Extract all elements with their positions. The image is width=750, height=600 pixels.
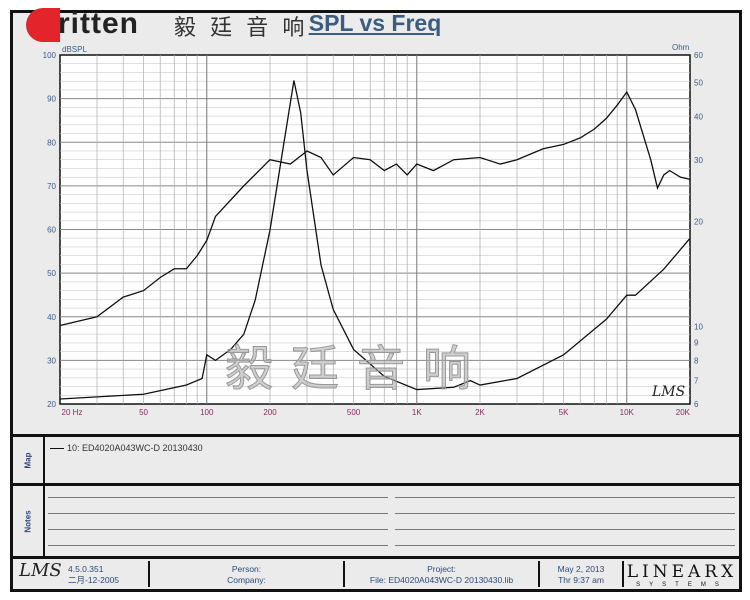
note-line <box>48 513 388 514</box>
brand: LINEARX <box>626 562 738 582</box>
y2-tick-label: 6 <box>694 400 699 409</box>
note-line <box>48 545 388 546</box>
note-line <box>395 497 735 498</box>
version: 4.5.0.351 <box>68 564 104 574</box>
note-line <box>48 529 388 530</box>
x-tick-label: 10K <box>620 408 635 417</box>
note-line <box>395 513 735 514</box>
person-label: Person: <box>231 564 262 574</box>
x-tick-label: 2K <box>475 408 485 417</box>
impedance-curve <box>59 80 691 400</box>
spl-chart: 100 90 80 70 60 50 40 30 20 60 50 40 30 20 10 9 8 7 6 20 Hz… <box>43 43 704 417</box>
notes-label: Notes <box>13 486 45 556</box>
footer-lms: LMS 4.5.0.351 二月-12-2005 <box>13 561 150 587</box>
map-label: Map <box>13 437 45 483</box>
footer-date: May 2, 2013 Thr 9:37 am <box>540 561 624 587</box>
x-tick-label: 100 <box>200 408 214 417</box>
note-line <box>395 529 735 530</box>
y2-tick-label: 9 <box>694 339 699 348</box>
lms-annotation: LMS <box>651 384 685 400</box>
y-tick-label: 80 <box>47 138 56 147</box>
y-tick-label: 60 <box>47 226 56 235</box>
time: Thr 9:37 am <box>558 575 604 585</box>
watermark: 毅廷音响 <box>224 341 490 397</box>
y2-tick-label: 60 <box>694 51 703 60</box>
linearx-logo: LINEARX SYSTEMS <box>624 561 740 589</box>
build-date: 二月-12-2005 <box>68 575 120 585</box>
y-tick-label: 100 <box>43 51 57 60</box>
brand-sub: SYSTEMS <box>636 582 728 588</box>
lms-logo: LMS <box>19 560 62 581</box>
x-tick-label: 20K <box>676 408 691 417</box>
x-tick-label: 50 <box>139 408 148 417</box>
notes-label-text: Notes <box>23 509 33 533</box>
y2-tick-label: 8 <box>694 356 699 365</box>
x-tick-label: 5K <box>559 408 569 417</box>
footer-project: Project: File: ED4020A043WC-D 20130430.li… <box>345 561 540 587</box>
y-tick-label: 90 <box>47 95 56 104</box>
chart-title: SPL vs Freq <box>308 10 442 36</box>
map-label-text: Map <box>23 452 33 468</box>
project-label: Project: <box>427 564 456 574</box>
y-tick-label: 40 <box>47 313 56 322</box>
divider <box>10 434 742 437</box>
map-legend-entry: 10: ED4020A043WC-D 20130430 <box>50 443 203 453</box>
eritten-logo: ritten 毅 廷 音 响 <box>14 0 304 50</box>
y-tick-label: 50 <box>47 269 56 278</box>
legend-line <box>50 448 64 450</box>
y2-tick-label: 7 <box>694 377 699 386</box>
x-tick-label: 20 Hz <box>62 408 83 417</box>
y-tick-label: 30 <box>47 356 56 365</box>
y2-tick-label: 40 <box>694 112 703 121</box>
y2-tick-label: 10 <box>694 323 703 332</box>
y-axis-label: dBSPL <box>62 45 87 54</box>
note-line <box>48 497 388 498</box>
y-tick-label: 70 <box>47 182 56 191</box>
legend-text: 10: ED4020A043WC-D 20130430 <box>67 443 203 453</box>
spl-curve <box>59 90 691 327</box>
x-tick-label: 500 <box>347 408 361 417</box>
file-name: File: ED4020A043WC-D 20130430.lib <box>369 575 514 585</box>
y2-axis-label: Ohm <box>672 43 690 52</box>
version-info: 4.5.0.351 二月-12-2005 <box>68 564 119 586</box>
logo-chinese: 毅 廷 音 响 <box>174 15 309 40</box>
y-tick-label: 20 <box>47 400 56 409</box>
divider <box>10 483 742 486</box>
y2-tick-label: 20 <box>694 218 703 227</box>
x-tick-label: 200 <box>263 408 277 417</box>
logo-word: ritten <box>58 7 139 40</box>
footer-person: Person: Company: <box>150 561 345 587</box>
logo-e-mark <box>26 8 60 42</box>
x-tick-label: 1K <box>412 408 422 417</box>
divider <box>10 556 742 559</box>
date: May 2, 2013 <box>557 564 605 574</box>
y2-tick-label: 30 <box>694 156 703 165</box>
company-label: Company: <box>227 575 266 585</box>
y2-tick-label: 50 <box>694 79 703 88</box>
note-line <box>395 545 735 546</box>
